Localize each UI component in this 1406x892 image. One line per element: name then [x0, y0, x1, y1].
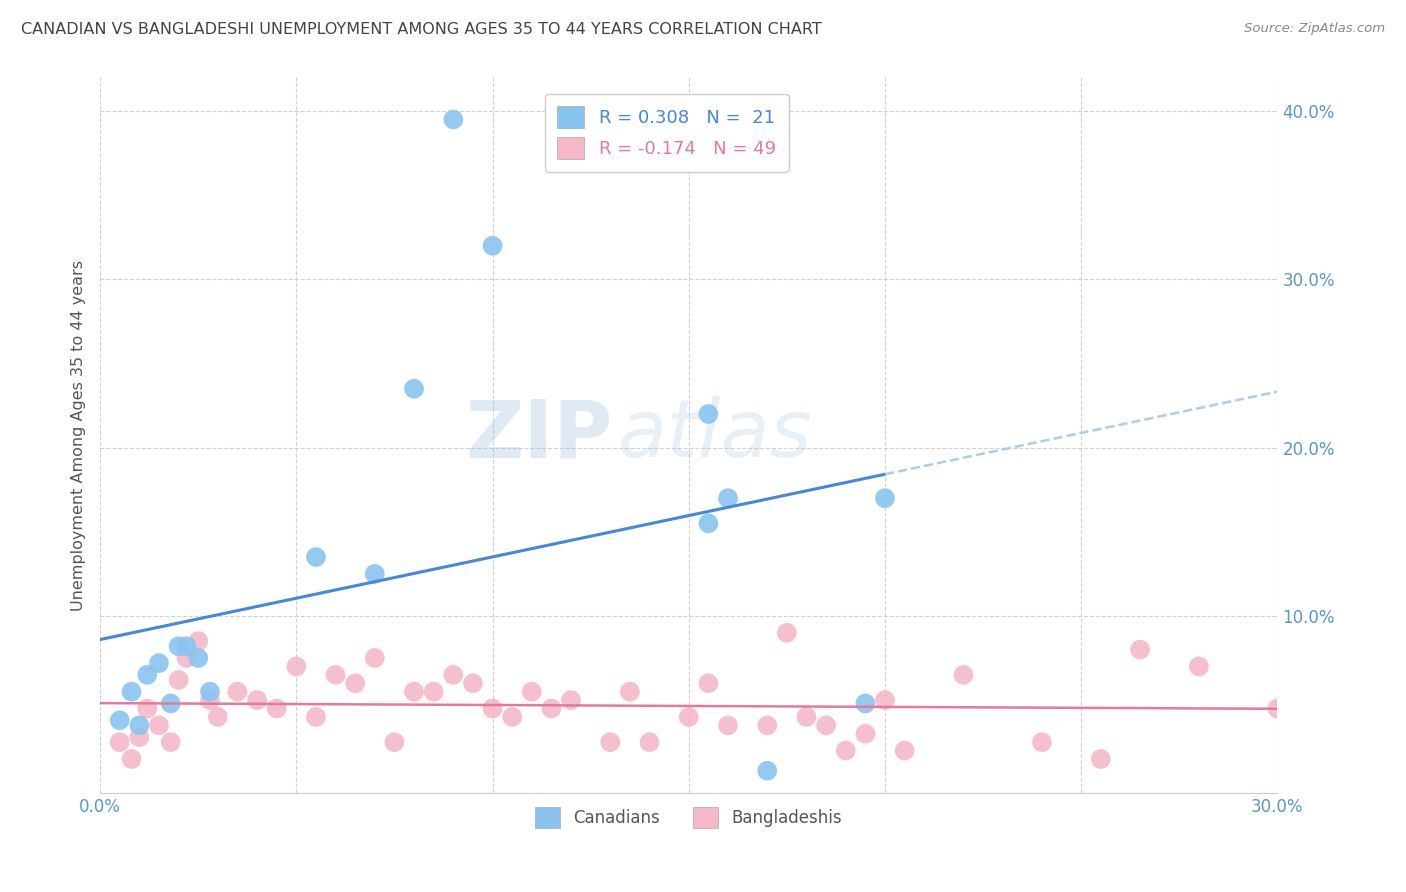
Point [364, 651, 387, 665]
Point [853, 727, 876, 741]
Point [756, 718, 779, 732]
Point [520, 684, 543, 698]
Point [128, 718, 150, 732]
Point [305, 550, 328, 565]
Point [619, 684, 641, 698]
Point [136, 668, 159, 682]
Point [461, 676, 484, 690]
Point [873, 693, 896, 707]
Point [246, 693, 269, 707]
Point [853, 697, 876, 711]
Point [285, 659, 308, 673]
Point [167, 673, 190, 687]
Point [128, 730, 150, 744]
Point [266, 701, 288, 715]
Point [697, 676, 720, 690]
Point [187, 651, 209, 665]
Point [325, 668, 347, 682]
Point [893, 743, 915, 757]
Point [717, 718, 740, 732]
Point [717, 491, 740, 505]
Text: Source: ZipAtlas.com: Source: ZipAtlas.com [1244, 22, 1385, 36]
Point [226, 684, 249, 698]
Point [481, 238, 503, 252]
Point [136, 701, 159, 715]
Point [560, 693, 582, 707]
Point [108, 714, 131, 728]
Point [540, 701, 562, 715]
Point [344, 676, 367, 690]
Point [481, 701, 503, 715]
Point [207, 710, 229, 724]
Point [198, 693, 221, 707]
Point [108, 735, 131, 749]
Point [1267, 701, 1289, 715]
Legend: Canadians, Bangladeshis: Canadians, Bangladeshis [529, 801, 849, 834]
Point [121, 752, 143, 766]
Point [1090, 752, 1112, 766]
Point [422, 684, 444, 698]
Point [441, 668, 464, 682]
Text: atlas: atlas [619, 396, 813, 474]
Y-axis label: Unemployment Among Ages 35 to 44 years: Unemployment Among Ages 35 to 44 years [72, 260, 86, 610]
Point [167, 639, 190, 653]
Point [697, 516, 720, 531]
Point [678, 710, 700, 724]
Point [1031, 735, 1053, 749]
Point [796, 710, 818, 724]
Point [952, 668, 974, 682]
Point [364, 566, 387, 581]
Point [776, 625, 799, 640]
Point [176, 651, 198, 665]
Text: ZIP: ZIP [465, 396, 612, 474]
Point [599, 735, 621, 749]
Point [121, 684, 143, 698]
Point [384, 735, 406, 749]
Point [638, 735, 661, 749]
Point [159, 697, 181, 711]
Point [835, 743, 858, 757]
Point [404, 684, 426, 698]
Point [159, 735, 181, 749]
Point [873, 491, 896, 505]
Point [756, 764, 779, 778]
Point [305, 710, 328, 724]
Point [148, 656, 170, 670]
Point [1129, 642, 1152, 657]
Point [148, 718, 170, 732]
Point [176, 639, 198, 653]
Point [441, 112, 464, 127]
Text: CANADIAN VS BANGLADESHI UNEMPLOYMENT AMONG AGES 35 TO 44 YEARS CORRELATION CHART: CANADIAN VS BANGLADESHI UNEMPLOYMENT AMO… [21, 22, 823, 37]
Point [187, 634, 209, 648]
Point [815, 718, 838, 732]
Point [1188, 659, 1211, 673]
Point [404, 382, 426, 396]
Point [501, 710, 523, 724]
Point [697, 407, 720, 421]
Point [198, 684, 221, 698]
